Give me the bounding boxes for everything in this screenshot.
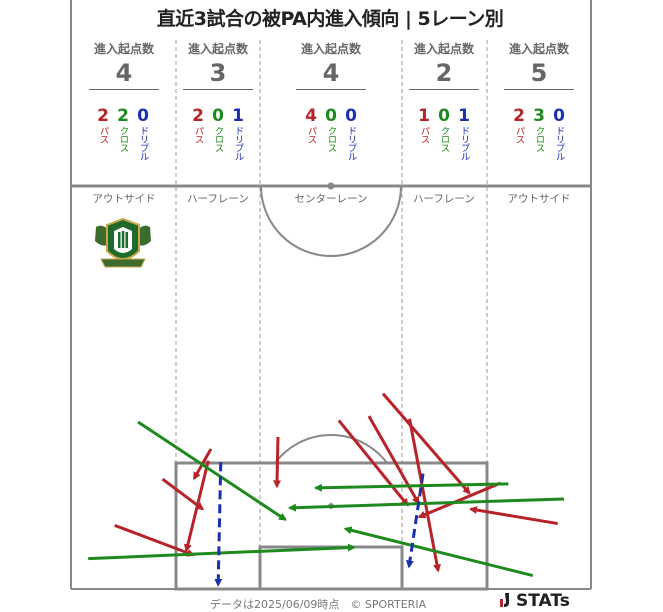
dribble-count: 1: [458, 106, 470, 126]
lane-header-4: 進入起点数 2: [404, 40, 484, 90]
pass-count: 2: [97, 106, 109, 126]
dribble-label: ドリブル: [137, 126, 149, 160]
brand-name: STATs: [516, 591, 570, 611]
cross-label: クロス: [438, 126, 450, 152]
entries-label: 進入起点数: [508, 42, 569, 56]
cross-label: クロス: [533, 126, 545, 152]
center-spot: [327, 182, 335, 190]
entries-total: 4: [89, 59, 159, 90]
center-circle: [260, 185, 402, 257]
pass-arrow: [468, 506, 558, 526]
penalty-area: [174, 461, 489, 591]
cross-arrow: [137, 420, 287, 521]
cross-count: 0: [438, 106, 450, 126]
cross-arrow: [343, 526, 534, 578]
pass-arrow: [337, 419, 409, 507]
penalty-arc: [274, 434, 388, 464]
lane-header-1: 進入起点数 4: [84, 40, 164, 90]
cross-label: クロス: [325, 126, 337, 152]
pass-arrow: [381, 392, 471, 495]
dribble-label: ドリブル: [345, 126, 357, 160]
pass-count: 4: [305, 106, 317, 126]
cross-count: 2: [117, 106, 129, 126]
cross-arrow: [88, 543, 356, 561]
lane-name-2: ハーフレーン: [187, 193, 249, 205]
lane-name-3: センターレーン: [294, 193, 368, 205]
cross-label: クロス: [117, 126, 129, 152]
dribble-label: ドリブル: [553, 126, 565, 160]
dribble-label: ドリブル: [232, 126, 244, 160]
entries-total: 2: [409, 59, 479, 90]
cross-arrow: [287, 497, 565, 512]
entries-total: 3: [183, 59, 253, 90]
dribble-count: 0: [553, 106, 565, 126]
brand-logo: STATs: [500, 591, 570, 611]
team-crest-icon: [95, 217, 151, 268]
dribble-count: 0: [137, 106, 149, 126]
pass-label: パス: [513, 126, 525, 143]
entries-label: 進入起点数: [300, 42, 361, 56]
arrow-layer: [88, 392, 565, 587]
pass-arrow: [408, 418, 441, 573]
page-title: 直近3試合の被PA内進入傾向 | 5レーン別: [156, 8, 504, 30]
entries-label: 進入起点数: [93, 42, 154, 56]
pass-arrow: [417, 481, 502, 519]
dribble-label: ドリブル: [458, 126, 470, 160]
dribble-count: 1: [232, 106, 244, 126]
cross-count: 0: [212, 106, 224, 126]
lane-name-1: アウトサイド: [92, 193, 156, 205]
pass-arrow: [367, 415, 420, 505]
cross-count: 3: [533, 106, 545, 126]
dribble-count: 0: [345, 106, 357, 126]
brand-mark-icon: [500, 592, 512, 607]
cross-arrow: [313, 482, 509, 492]
lane-name-4: ハーフレーン: [413, 193, 475, 205]
goal-area: [258, 545, 404, 591]
dribble-arrow: [214, 462, 223, 587]
pass-label: パス: [418, 126, 430, 143]
lane-header-5: 進入起点数 5: [499, 40, 579, 90]
pass-count: 2: [513, 106, 525, 126]
lane-header-3: 進入起点数 4: [291, 40, 371, 90]
pass-label: パス: [305, 126, 317, 143]
pass-label: パス: [97, 126, 109, 143]
entries-total: 5: [504, 59, 574, 90]
entries-label: 進入起点数: [187, 42, 248, 56]
lane-header-2: 進入起点数 3: [178, 40, 258, 90]
pass-arrow: [161, 477, 205, 511]
pass-label: パス: [192, 126, 204, 143]
cross-count: 0: [325, 106, 337, 126]
pass-count: 1: [418, 106, 430, 126]
pass-arrow: [114, 523, 196, 557]
lane-name-5: アウトサイド: [507, 193, 571, 205]
pass-count: 2: [192, 106, 204, 126]
dribble-arrow: [405, 473, 425, 569]
pass-arrow: [273, 436, 282, 489]
entries-label: 進入起点数: [413, 42, 474, 56]
data-footnote: データは2025/06/09時点 © SPORTERIA: [210, 598, 427, 611]
entries-total: 4: [296, 59, 366, 90]
cross-label: クロス: [212, 126, 224, 152]
